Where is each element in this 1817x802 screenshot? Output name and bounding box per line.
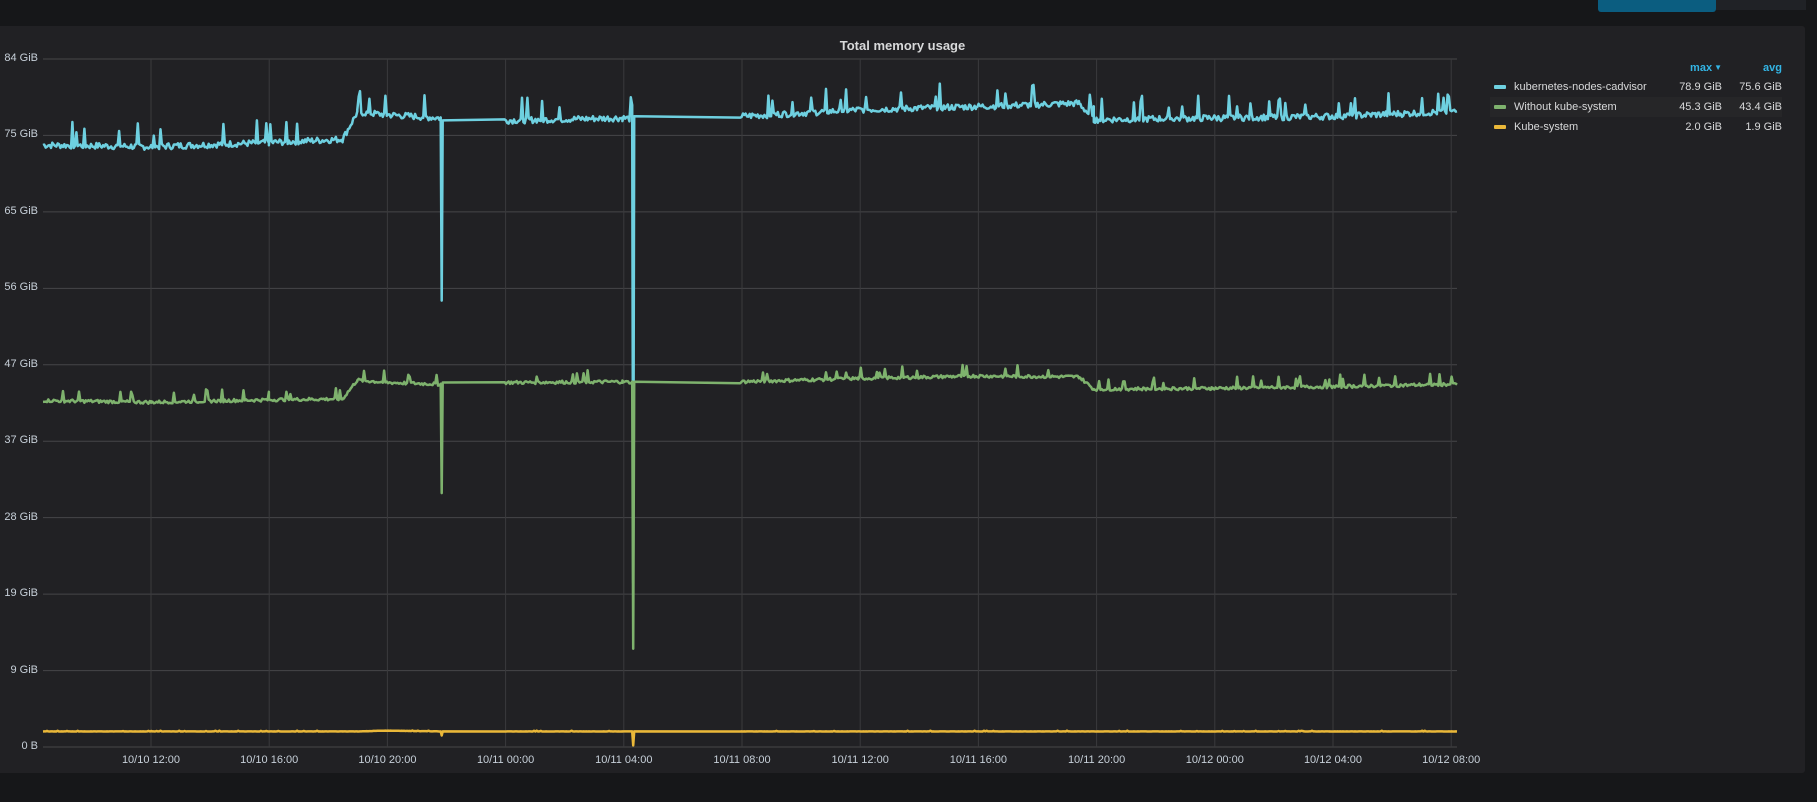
- x-tick-label: 10/11 20:00: [1067, 754, 1126, 766]
- legend-col-max[interactable]: max ▼: [1690, 62, 1722, 74]
- y-tick-label: 56 GiB: [4, 281, 38, 294]
- series-line-kubernetes-nodes-cadvisor[interactable]: [42, 82, 1458, 585]
- x-tick-label: 10/10 12:00: [121, 754, 181, 766]
- legend-item[interactable]: kubernetes-nodes-cadvisor 78.9 GiB 75.6 …: [1490, 77, 1782, 97]
- sort-desc-icon: ▼: [1714, 63, 1722, 72]
- series-color-swatch[interactable]: [1494, 125, 1506, 129]
- x-tick-label: 10/11 16:00: [949, 754, 1008, 766]
- y-tick-label: 84 GiB: [4, 52, 38, 64]
- line-chart[interactable]: [0, 26, 1480, 773]
- x-tick-label: 10/10 16:00: [240, 754, 299, 766]
- legend-item[interactable]: Kube-system 2.0 GiB 1.9 GiB: [1490, 117, 1782, 137]
- x-tick-label: 10/10 20:00: [358, 754, 417, 766]
- legend-series-name[interactable]: kubernetes-nodes-cadvisor: [1514, 81, 1647, 93]
- top-action-button[interactable]: [1598, 0, 1716, 12]
- legend-header: max ▼ avg: [1490, 59, 1782, 77]
- legend-max-value: 2.0 GiB: [1685, 121, 1722, 133]
- x-tick-label: 10/12 08:00: [1422, 754, 1481, 766]
- x-tick-label: 10/12 00:00: [1185, 754, 1244, 766]
- series-line-kube-system[interactable]: [42, 729, 1458, 747]
- y-tick-label: 0 B: [21, 740, 38, 752]
- legend-series-name[interactable]: Without kube-system: [1514, 101, 1617, 113]
- y-tick-label: 19 GiB: [4, 587, 38, 600]
- y-tick-label: 37 GiB: [4, 434, 38, 447]
- legend-item[interactable]: Without kube-system 45.3 GiB 43.4 GiB: [1490, 97, 1782, 117]
- series-line-without-kube-system[interactable]: [42, 363, 1458, 650]
- panel-title[interactable]: Total memory usage: [839, 38, 966, 53]
- x-tick-label: 10/11 08:00: [713, 754, 771, 766]
- legend-max-value: 78.9 GiB: [1679, 81, 1722, 93]
- y-tick-label: 9 GiB: [10, 663, 38, 676]
- legend-col-avg[interactable]: avg: [1763, 62, 1782, 74]
- series-color-swatch[interactable]: [1494, 105, 1506, 109]
- x-tick-label: 10/12 04:00: [1303, 754, 1363, 766]
- x-tick-label: 10/11 12:00: [831, 754, 889, 766]
- y-tick-label: 75 GiB: [4, 128, 38, 141]
- legend-series-name[interactable]: Kube-system: [1514, 121, 1579, 133]
- legend-avg-value: 43.4 GiB: [1739, 101, 1782, 113]
- memory-usage-panel: Total memory usage 0 B 9 GiB 19 GiB 28 GiB 3…: [0, 26, 1805, 773]
- legend-avg-value: 75.6 GiB: [1739, 81, 1782, 93]
- legend-table: max ▼ avg kubernetes-nodes-cadvisor 78.9 …: [1490, 59, 1782, 137]
- legend-avg-value: 1.9 GiB: [1745, 121, 1782, 133]
- x-tick-label: 10/11 04:00: [595, 754, 653, 766]
- x-tick-label: 10/11 00:00: [476, 754, 535, 766]
- y-tick-label: 65 GiB: [4, 204, 38, 217]
- legend-max-value: 45.3 GiB: [1679, 101, 1722, 113]
- y-tick-label: 47 GiB: [4, 357, 38, 370]
- y-tick-label: 28 GiB: [4, 510, 38, 523]
- series-color-swatch[interactable]: [1494, 85, 1506, 89]
- top-toolbar-area: [1716, 0, 1806, 10]
